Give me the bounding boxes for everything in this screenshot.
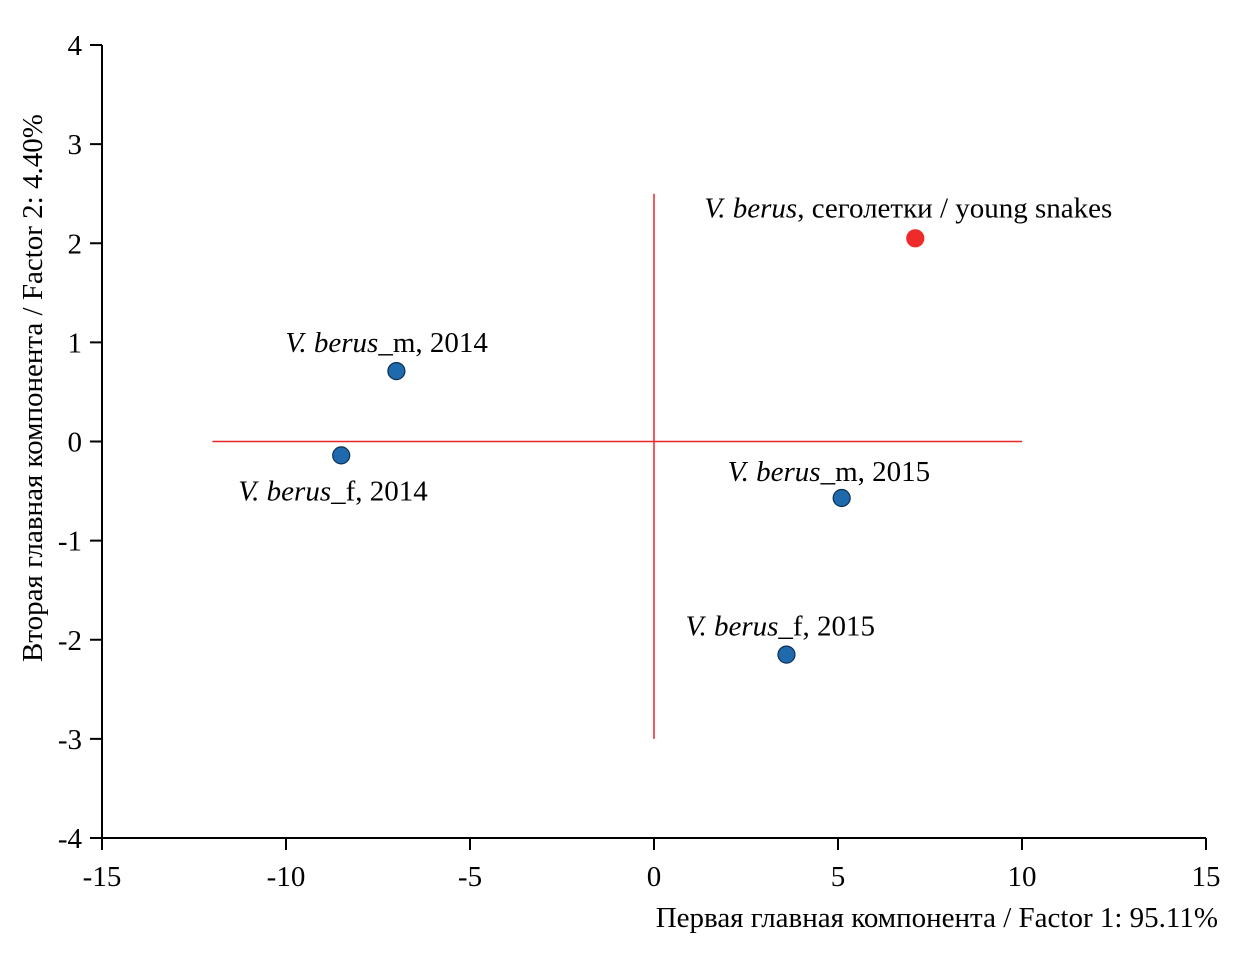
data-point xyxy=(332,446,351,465)
point-label: V. berus_m, 2015 xyxy=(728,456,930,488)
y-tick-label: 2 xyxy=(68,228,83,260)
x-tick-label: 0 xyxy=(647,861,662,893)
point-label-species: V. berus xyxy=(728,456,821,488)
y-tick-label: -1 xyxy=(58,526,82,558)
x-tick-label: 10 xyxy=(1008,861,1037,893)
point-label-suffix: _m, 2015 xyxy=(820,456,931,488)
point-label-species: V. berus xyxy=(685,611,778,643)
point-label: V. berus_f, 2014 xyxy=(238,475,428,507)
x-axis-label: Первая главная компонента / Factor 1: 95… xyxy=(656,902,1218,934)
point-label-species: V. berus xyxy=(238,475,331,507)
y-axis-label: Вторая главная компонента / Factor 2: 4.… xyxy=(17,114,49,662)
x-tick-label: 5 xyxy=(831,861,846,893)
y-tick-label: 1 xyxy=(68,327,83,359)
data-point xyxy=(906,229,925,248)
point-label-species: V. berus xyxy=(704,192,797,224)
point-label-suffix: _f, 2015 xyxy=(777,611,875,643)
point-label-suffix: _f, 2014 xyxy=(330,475,428,507)
point-label: V. berus, сеголетки / young snakes xyxy=(704,192,1112,224)
x-tick-label: -15 xyxy=(83,861,122,893)
x-tick-label: -10 xyxy=(267,861,306,893)
y-tick-label: 0 xyxy=(68,427,83,459)
point-label-suffix: , сеголетки / young snakes xyxy=(797,192,1112,224)
point-label-species: V. berus xyxy=(285,327,378,359)
y-tick-label: 3 xyxy=(68,129,83,161)
y-tick-label: -4 xyxy=(58,823,83,855)
point-label: V. berus_f, 2015 xyxy=(685,611,875,643)
point-label: V. berus_m, 2014 xyxy=(285,327,488,359)
data-point xyxy=(777,645,796,664)
data-point xyxy=(387,362,406,381)
x-tick-label: -5 xyxy=(458,861,482,893)
point-label-suffix: _m, 2014 xyxy=(377,327,488,359)
data-point xyxy=(832,488,851,508)
y-tick-label: -2 xyxy=(58,625,82,657)
x-tick-label: 15 xyxy=(1192,861,1221,893)
reference-lines xyxy=(212,193,1022,739)
y-tick-label: 4 xyxy=(68,30,83,62)
y-tick-label: -3 xyxy=(58,724,82,756)
